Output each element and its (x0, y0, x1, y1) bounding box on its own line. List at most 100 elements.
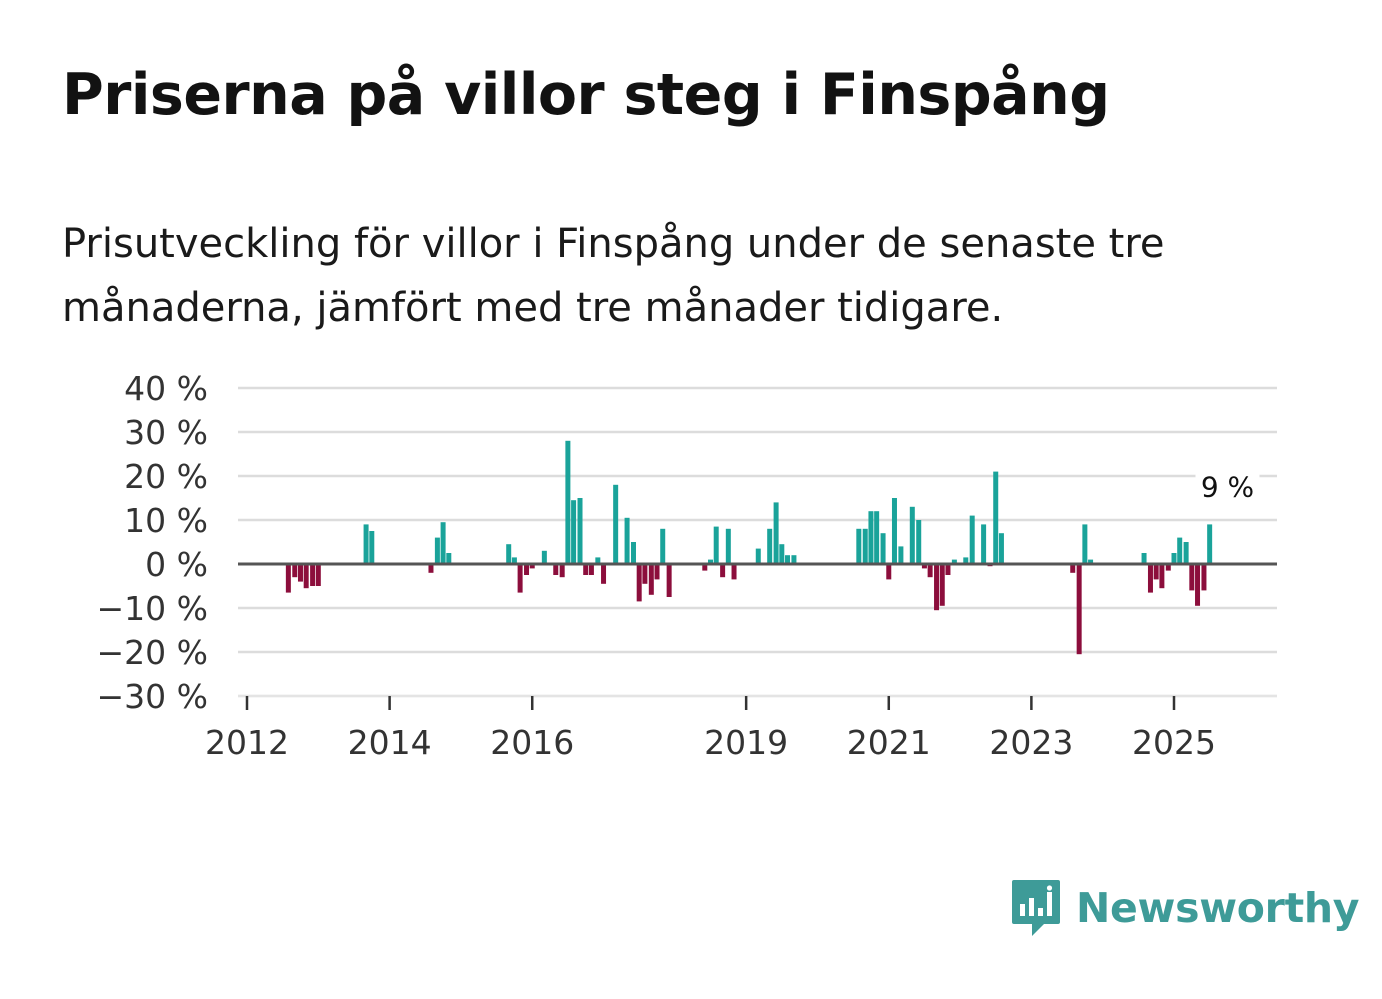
bar (1177, 537, 1183, 564)
bar (731, 564, 737, 580)
bar (654, 564, 660, 580)
x-tick-label: 2021 (847, 723, 931, 762)
bar (916, 520, 922, 564)
bar (921, 564, 927, 569)
bar (998, 533, 1004, 564)
bar (886, 564, 892, 580)
bar (511, 557, 517, 564)
bar (506, 544, 512, 564)
bar (1195, 564, 1201, 606)
bar (446, 553, 452, 564)
bar (708, 559, 713, 564)
bar (440, 522, 446, 564)
bar (945, 564, 951, 575)
bar (702, 564, 708, 571)
bar (1171, 553, 1177, 564)
bar (595, 557, 601, 564)
x-tick-label: 2016 (490, 723, 574, 762)
bar (969, 515, 975, 564)
bar (874, 511, 880, 564)
y-tick-label: 10 % (124, 501, 208, 540)
bar (1141, 553, 1147, 564)
bar (891, 498, 897, 564)
bar (720, 564, 726, 578)
bar (1076, 564, 1082, 655)
bar (601, 564, 607, 584)
bar (963, 557, 969, 564)
y-tick-label: 20 % (124, 457, 208, 496)
bar (630, 542, 636, 564)
bar (856, 528, 862, 564)
bar (779, 544, 785, 564)
bar (577, 498, 583, 564)
grid-lines (238, 386, 1277, 698)
bar (981, 524, 987, 564)
bar (898, 546, 904, 564)
chart-title: Priserna på villor steg i Finspång (62, 62, 1110, 128)
bar (636, 564, 642, 602)
bar (642, 564, 648, 584)
x-tick-label: 2025 (1132, 723, 1216, 762)
bar (785, 555, 791, 564)
bar (428, 564, 434, 573)
bar (1183, 542, 1189, 564)
y-tick-label: −30 % (97, 677, 209, 716)
bar (524, 564, 530, 575)
bar (297, 564, 303, 582)
bar (993, 471, 999, 564)
brand: Newsworthy (1010, 878, 1359, 938)
bar (791, 555, 797, 564)
y-tick-label: 0 % (145, 545, 208, 584)
bar (927, 564, 933, 578)
bar (310, 564, 316, 586)
bar-chart: 40 % 30 % 20 % 10 % 0 % −10 % −20 % −30 % 2012 20… (97, 369, 1277, 762)
bar (1088, 559, 1094, 564)
bar (303, 564, 309, 589)
chart-subtitle: Prisutveckling för villor i Finspång und… (62, 221, 1165, 331)
bar (369, 531, 375, 564)
bar (713, 526, 719, 564)
bar (434, 537, 440, 564)
bar (880, 533, 886, 564)
brand-name: Newsworthy (1076, 884, 1360, 932)
bar (951, 559, 957, 564)
bar (1082, 524, 1088, 564)
bar (565, 440, 571, 564)
y-tick-label: 40 % (124, 369, 208, 408)
bar (725, 528, 731, 564)
bar (755, 548, 761, 564)
bar (529, 564, 535, 569)
bar (541, 550, 547, 564)
bar (588, 564, 594, 575)
bar (939, 564, 945, 606)
x-tick-label: 2014 (348, 723, 432, 762)
bar (613, 484, 619, 564)
bar (648, 564, 654, 595)
bar (666, 564, 672, 597)
annotation-label: 9 % (1201, 470, 1254, 503)
bar (1189, 564, 1195, 591)
bar (773, 502, 779, 564)
bars (285, 440, 1213, 655)
y-tick-label: −10 % (97, 589, 209, 628)
bar (363, 524, 369, 564)
x-tick-label: 2019 (704, 723, 788, 762)
bar (1070, 564, 1076, 573)
bar (1201, 564, 1207, 591)
bar (624, 517, 630, 564)
bar (559, 564, 565, 578)
bar (660, 528, 666, 564)
x-tick-label: 2012 (205, 723, 289, 762)
bar (909, 506, 915, 564)
bar (1153, 564, 1159, 580)
newsworthy-logo-icon (1012, 880, 1060, 936)
bar (517, 564, 523, 593)
bar (285, 564, 291, 593)
bar (553, 564, 559, 575)
y-tick-label: −20 % (97, 633, 209, 672)
tick-labels: 40 % 30 % 20 % 10 % 0 % −10 % −20 % −30 % 2012 20… (97, 369, 1260, 762)
bar (1207, 524, 1213, 564)
annotation-background (1195, 468, 1260, 505)
bar (292, 564, 298, 578)
y-tick-label: 30 % (124, 413, 208, 452)
